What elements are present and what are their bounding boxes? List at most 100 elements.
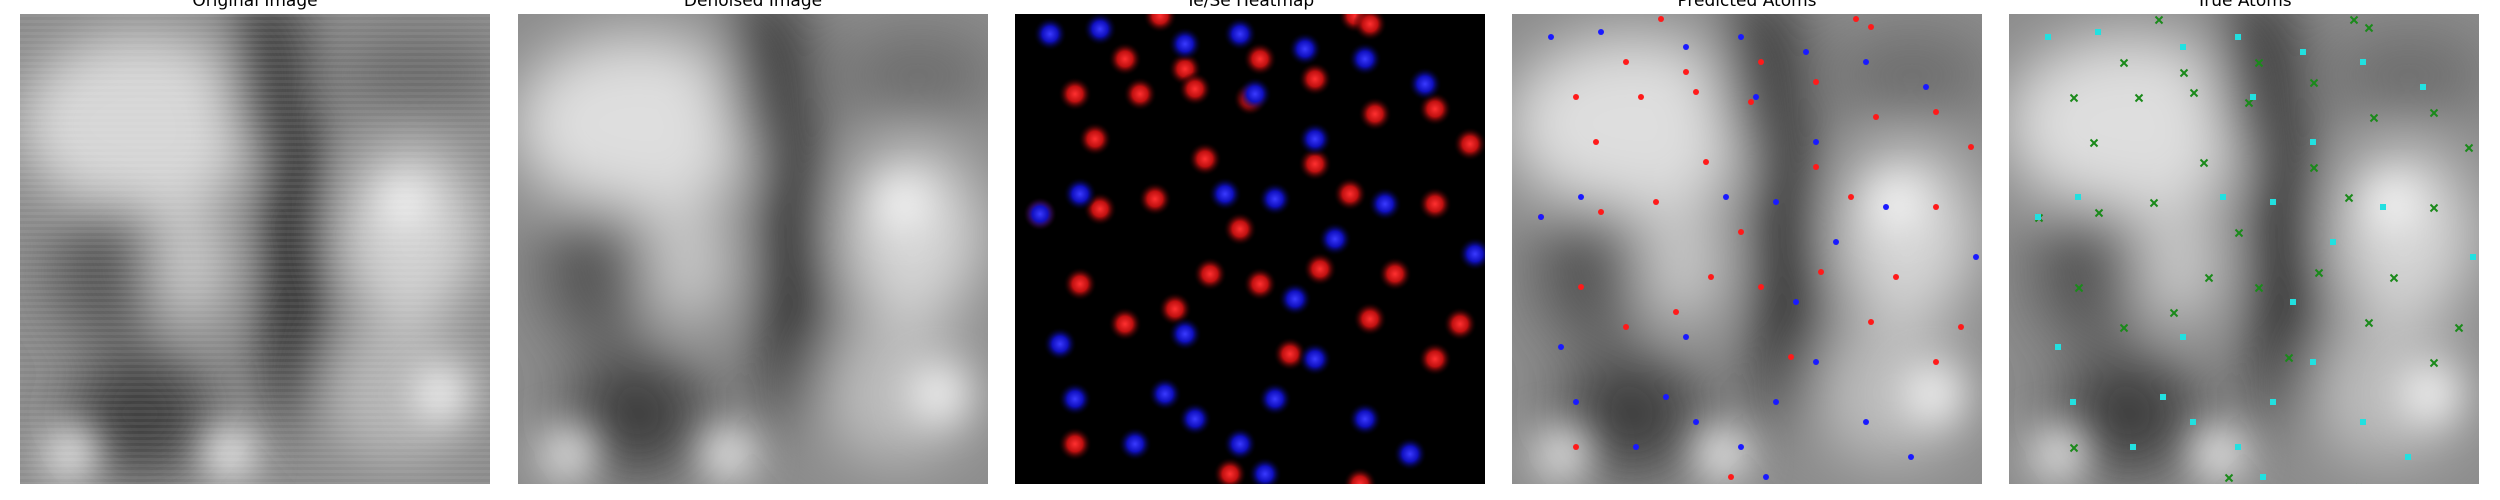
predicted-atom-red (1593, 139, 1599, 145)
predicted-atom-blue (1573, 399, 1579, 405)
predicted-atom-red (1758, 59, 1764, 65)
heatmap-blue-spot (1208, 177, 1242, 211)
heatmap-blue-spot (1168, 27, 1202, 61)
true-atom-cyan-square (2290, 299, 2296, 305)
predicted-atom-red (1853, 16, 1859, 22)
heatmap-blue-spot (1168, 317, 1202, 351)
predicted-atom-red (1573, 94, 1579, 100)
predicted-atom-blue (1803, 49, 1809, 55)
heatmap-blue-spot (1348, 42, 1382, 76)
predicted-atom-red (1573, 444, 1579, 450)
true-atom-green-x (2199, 158, 2209, 168)
true-atom-green-x (2179, 68, 2189, 78)
predicted-atom-red (1748, 99, 1754, 105)
predicted-atom-red (1598, 209, 1604, 215)
predicted-atom-red (1968, 144, 1974, 150)
heatmap-red-spot (1418, 342, 1452, 376)
predicted-atom-blue (1738, 444, 1744, 450)
predicted-atom-blue (1693, 419, 1699, 425)
predicted-atom-red (1653, 199, 1659, 205)
panel-title: True Atoms (2196, 0, 2292, 11)
heatmap-blue-spot (1318, 222, 1352, 256)
heatmap-red-spot (1353, 14, 1387, 41)
heatmap-red-spot (1243, 42, 1277, 76)
heatmap-blue-spot (1248, 457, 1282, 484)
panel-title: Original Image (192, 0, 318, 11)
predicted-atom-red (1848, 194, 1854, 200)
true-atom-cyan-square (2235, 444, 2241, 450)
heatmap-red-spot (1058, 77, 1092, 111)
true-atom-cyan-square (2470, 254, 2476, 260)
true-atom-cyan-square (2380, 204, 2386, 210)
true-atom-green-x (2369, 113, 2379, 123)
heatmap-red-spot (1358, 97, 1392, 131)
heatmap-red-spot (1108, 42, 1142, 76)
heatmap-red-spot (1108, 307, 1142, 341)
heatmap-blue-spot (1058, 382, 1092, 416)
predicted-atom-blue (1753, 94, 1759, 100)
predicted-atom-red (1958, 324, 1964, 330)
heatmap-blue-spot (1298, 342, 1332, 376)
panel-original: Original Image (20, 0, 490, 500)
true-atom-cyan-square (2250, 94, 2256, 100)
true-atom-green-x (2069, 443, 2079, 453)
true-atom-cyan-square (2095, 29, 2101, 35)
predicted-atom-blue (1598, 29, 1604, 35)
true-atom-cyan-square (2260, 474, 2266, 480)
true-atom-green-x (2314, 268, 2324, 278)
predicted-atom-red (1708, 274, 1714, 280)
true-atom-green-x (2429, 358, 2439, 368)
predicted-atom-blue (1558, 344, 1564, 350)
heatmap-red-spot (1188, 142, 1222, 176)
predicted-atom-blue (1833, 239, 1839, 245)
predicted-atom-blue (1973, 254, 1979, 260)
predicted-atom-red (1673, 309, 1679, 315)
true-atom-green-x (2204, 273, 2214, 283)
true-atom-green-x (2429, 108, 2439, 118)
heatmap-blue-spot (1238, 77, 1272, 111)
heatmap-blue-spot (1148, 377, 1182, 411)
predicted-atom-red (1623, 324, 1629, 330)
predicted-atom-red (1578, 284, 1584, 290)
predicted-atom-red (1933, 109, 1939, 115)
heatmap-blue-spot (1458, 237, 1485, 271)
heatmap-blue-spot (1033, 17, 1067, 51)
heatmap-blue-spot (1348, 402, 1382, 436)
predicted-atom-blue (1883, 204, 1889, 210)
true-atom-green-x (2364, 23, 2374, 33)
heatmap-red-spot (1418, 187, 1452, 221)
true-atom-cyan-square (2310, 139, 2316, 145)
true-atom-green-x (2224, 473, 2234, 483)
heatmap-blue-spot (1408, 67, 1442, 101)
heatmap-red-spot (1243, 267, 1277, 301)
heatmap-red-spot (1298, 62, 1332, 96)
predicted-atom-blue (1763, 474, 1769, 480)
heatmap-blue-spot (1083, 14, 1117, 46)
heatmap-red-spot (1123, 77, 1157, 111)
heatmap-red-spot (1298, 147, 1332, 181)
true-atom-green-x (2389, 273, 2399, 283)
heatmap-red-spot (1223, 212, 1257, 246)
true-atom-cyan-square (2330, 239, 2336, 245)
predicted-atom-blue (1773, 399, 1779, 405)
true-atom-cyan-square (2235, 34, 2241, 40)
predicted-atom-red (1623, 59, 1629, 65)
panel-denoised: Denoised Image (518, 0, 988, 500)
heatmap-blue-spot (1223, 427, 1257, 461)
heatmap-blue-spot (1023, 197, 1057, 231)
heatmap-blue-spot (1288, 32, 1322, 66)
true-atom-cyan-square (2075, 194, 2081, 200)
heatmap-red-spot (1078, 122, 1112, 156)
true-atom-green-x (2464, 143, 2474, 153)
true-atom-cyan-square (2220, 194, 2226, 200)
predicted-atom-blue (1863, 59, 1869, 65)
panel-predicted: Predicted Atoms (1512, 0, 1982, 500)
heatmap-red-spot (1138, 182, 1172, 216)
denoised-image (518, 14, 988, 484)
predicted-atom-red (1818, 269, 1824, 275)
true-atom-green-x (2454, 323, 2464, 333)
true-atom-green-x (2429, 203, 2439, 213)
true-atom-green-x (2119, 323, 2129, 333)
heatmap-blue-spot (1368, 187, 1402, 221)
panel-title: Denoised Image (683, 0, 823, 11)
